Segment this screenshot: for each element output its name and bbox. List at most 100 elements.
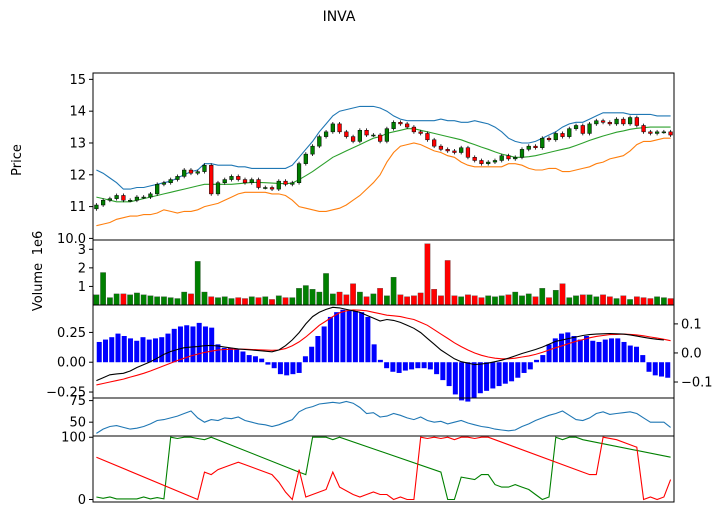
volume-bar (107, 297, 113, 306)
macd-histogram-bar (315, 336, 321, 363)
candle-body (148, 193, 153, 198)
candle-body (553, 133, 558, 141)
macd-histogram-bar (565, 332, 571, 363)
volume-bar (181, 291, 188, 306)
candle-body (560, 133, 565, 137)
macd-histogram-bar (409, 362, 415, 370)
macd-histogram-bar (515, 362, 521, 378)
volume-bar (296, 288, 302, 306)
volume-bar (411, 295, 417, 306)
macd-histogram-bar (96, 341, 102, 363)
volume-bar (275, 295, 282, 306)
volume-bar (329, 293, 336, 306)
candle-body (425, 133, 430, 141)
candle-body (405, 123, 410, 128)
candle-body (310, 145, 315, 155)
volume-bar (357, 291, 363, 306)
macd-histogram-bar (277, 362, 283, 375)
volume-bar (465, 294, 471, 306)
volume-bar (417, 292, 424, 306)
volume-y-tick-label: 1 (78, 280, 86, 295)
candle-body (317, 136, 322, 147)
candle-body (580, 125, 585, 134)
macd-histogram-bar (584, 336, 590, 363)
macd-histogram-bar (152, 338, 158, 363)
candle-body (364, 130, 369, 136)
volume-bar (248, 296, 255, 306)
macd-histogram-bar (377, 359, 383, 363)
candle-body (668, 131, 673, 136)
volume-bar (363, 296, 370, 306)
macd-histogram-bar (446, 362, 452, 387)
candle-body (215, 182, 221, 195)
volume-bar (458, 296, 465, 306)
macd-histogram-bar (321, 326, 327, 363)
chart-title: INVA (323, 9, 356, 25)
volume-bar (316, 291, 323, 306)
macd-histogram-bar (240, 351, 246, 363)
candle-body (391, 122, 396, 129)
macd-histogram-bar (402, 362, 408, 371)
volume-bar (302, 285, 309, 306)
macd-histogram-bar (546, 344, 552, 363)
macd-histogram-bar (640, 355, 646, 363)
macd-histogram-bar (184, 325, 190, 363)
rsi-y-tick-label: 50 (69, 416, 86, 431)
volume-bar (485, 295, 492, 306)
candle-body (573, 125, 579, 129)
macd-histogram-bar (346, 310, 352, 363)
volume-bar (532, 296, 539, 306)
macd-histogram-bar (602, 339, 608, 363)
volume-bar (471, 295, 478, 306)
candle-body (546, 137, 552, 141)
bollinger-upper-line (96, 105, 671, 190)
candle-body (330, 123, 335, 133)
candle-body (513, 157, 518, 160)
macd-histogram-bar (609, 338, 615, 363)
macd-right-y-tick-label: 0.1 (681, 317, 702, 332)
volume-bar (167, 297, 174, 306)
candle-body (209, 164, 214, 195)
macd-histogram-bar (234, 349, 240, 363)
candle-body (107, 198, 112, 201)
macd-histogram-bar (415, 362, 421, 369)
candle-body (155, 184, 160, 195)
candle-body (519, 149, 525, 158)
macd-histogram-bar (484, 362, 490, 391)
candle-body (411, 126, 417, 133)
macd-y-tick-label: −0.25 (46, 386, 86, 401)
macd-histogram-bar (396, 362, 402, 373)
volume-bar (140, 294, 147, 306)
bollinger-middle-line (96, 126, 671, 203)
volume-bar (100, 272, 106, 306)
volume-bar (566, 297, 573, 306)
candle-body (236, 176, 241, 180)
candle-body (296, 163, 302, 183)
candle-body (526, 145, 531, 150)
macd-histogram-bar (634, 346, 640, 363)
candle-body (283, 180, 288, 185)
candle-body (371, 134, 376, 137)
candle-body (627, 117, 633, 125)
volume-bar (451, 295, 458, 306)
volume-bar (154, 296, 161, 306)
volume-bar (208, 296, 215, 306)
candle-body (452, 150, 457, 153)
volume-bar (478, 297, 485, 306)
candle-body (290, 182, 295, 185)
candle-body (222, 179, 227, 183)
macd-histogram-bar (509, 362, 515, 382)
candle-body (465, 147, 471, 158)
macd-histogram-bar (577, 339, 583, 363)
rsi-line (96, 400, 671, 434)
candle-body (587, 123, 592, 134)
volume-bar (552, 289, 559, 306)
candle-body (134, 196, 140, 201)
volume-bar (667, 298, 674, 306)
volume-bar (627, 299, 633, 306)
macd-histogram-bar (309, 346, 315, 363)
candle-body (303, 153, 308, 164)
volume-bar (573, 295, 579, 306)
